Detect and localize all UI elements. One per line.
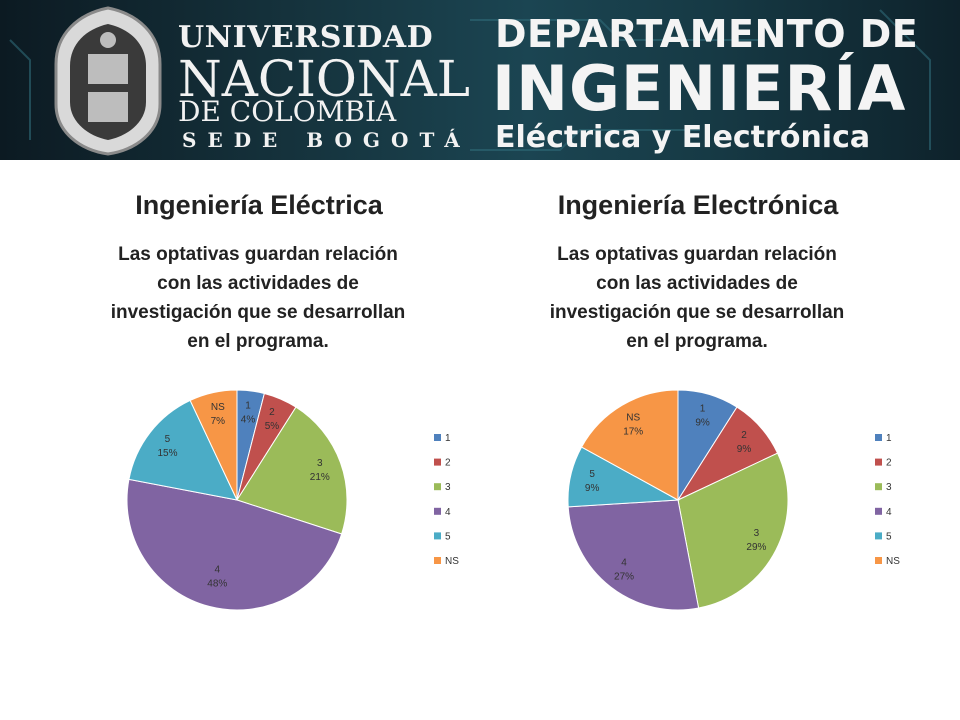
slice-percent-label: 15% [157,448,177,459]
chart-subtitle-electronica: Las optativas guardan relación con las a… [527,240,867,356]
slice-percent-label: 48% [207,579,227,590]
slice-category-label: NS [211,402,225,413]
header-banner: UNIVERSIDAD NACIONAL DE COLOMBIA SEDE BO… [0,0,960,160]
pie-slice-3 [677,452,789,609]
legend-swatch [875,483,882,491]
legend-swatch [434,458,441,466]
slice-category-label: NS [626,412,640,423]
slice-percent-label: 7% [211,416,226,427]
legend-label: 5 [445,531,451,542]
slice-category-label: 3 [754,528,760,539]
legend-1: 1 2 3 4 5 NS [434,433,459,567]
legend-label: 5 [886,531,892,542]
legend-swatch [434,557,441,564]
subtitle-line: en el programa. [187,331,329,352]
university-name-line-3: DE COLOMBIA [178,95,397,128]
pie-slice-NS [189,389,238,501]
subtitle-line: con las actividades de [596,273,798,294]
university-seal-icon [54,6,162,156]
slice-category-label: 2 [269,407,275,418]
pie-chart-1: 1 4% 2 5% 3 21% 4 48% 5 15% NS 7% [126,389,348,611]
subtitle-line: en el programa. [626,331,768,352]
pie-slice-3 [236,406,348,535]
legend-swatch [434,483,441,491]
university-name-line-1: UNIVERSIDAD [178,20,434,55]
university-campus: SEDE BOGOTÁ [182,128,471,152]
slice-category-label: 3 [317,458,323,469]
chart-subtitle-electrica: Las optativas guardan relación con las a… [88,240,428,356]
slice-percent-label: 9% [737,444,752,455]
department-line-3: Eléctrica y Electrónica [495,120,871,155]
legend-swatch [875,434,882,441]
pie-slice-NS [580,389,679,501]
legend-label: 4 [445,507,451,518]
legend-2: 1 2 3 4 5 NS [875,433,900,567]
subtitle-line: Las optativas guardan relación [118,244,398,265]
subtitle-line: Las optativas guardan relación [557,244,837,265]
legend-swatch [875,507,882,515]
legend-label: NS [445,556,459,567]
legend-swatch [875,532,882,540]
slice-category-label: 2 [741,430,747,441]
slice-percent-label: 9% [695,417,710,428]
pie-slice-4 [567,499,700,611]
legend-swatch [434,434,441,441]
slice-percent-label: 9% [585,483,600,494]
slice-percent-label: 27% [614,572,634,583]
circuit-pattern [9,9,931,151]
legend-swatch [875,458,882,466]
legend-label: NS [886,556,900,567]
slice-percent-label: 5% [265,421,280,432]
slice-percent-label: 17% [623,426,643,437]
slice-category-label: 5 [589,469,595,480]
legend-label: 1 [445,433,451,444]
legend-swatch [434,532,441,540]
subtitle-line: investigación que se desarrollan [110,302,406,323]
slice-category-label: 4 [621,558,627,569]
legend-swatch [434,507,441,515]
slice-category-label: 5 [165,434,171,445]
pie-slice-4 [126,478,343,611]
legend-label: 3 [886,482,892,493]
slice-percent-label: 21% [310,472,330,483]
slice-category-label: 1 [245,401,251,412]
legend-label: 2 [445,458,451,469]
pie-slice-5 [128,399,238,501]
slice-percent-label: 4% [241,415,256,426]
subtitle-line: investigación que se desarrollan [549,302,845,323]
university-name-line-2: NACIONAL [178,50,470,108]
slice-category-label: 4 [215,565,221,576]
department-line-1: DEPARTAMENTO DE [495,12,919,56]
department-line-2: INGENIERÍA [492,52,907,125]
legend-swatch [875,557,882,564]
legend-label: 1 [886,433,892,444]
chart-title-electrica: Ingeniería Eléctrica [135,190,383,220]
legend-label: 2 [886,458,892,469]
legend-label: 4 [886,507,892,518]
subtitle-line: con las actividades de [157,273,359,294]
slice-percent-label: 29% [746,542,766,553]
slice-category-label: 1 [700,403,706,414]
legend-label: 3 [445,482,451,493]
chart-title-electronica: Ingeniería Electrónica [557,190,839,220]
